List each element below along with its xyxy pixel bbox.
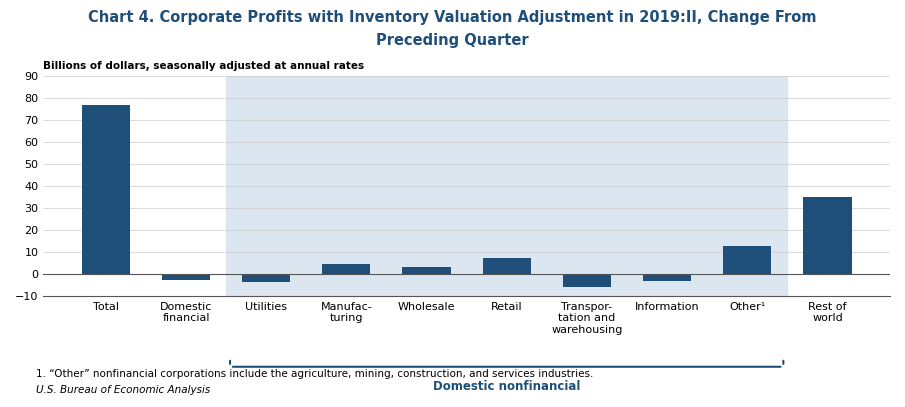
Bar bbox=[643, 274, 691, 281]
Bar bbox=[81, 105, 129, 274]
Bar bbox=[162, 274, 210, 280]
Bar bbox=[723, 245, 771, 274]
Bar bbox=[563, 274, 611, 287]
Bar bbox=[482, 258, 530, 274]
Bar bbox=[243, 274, 291, 282]
Bar bbox=[226, 76, 787, 296]
Bar bbox=[322, 264, 370, 274]
Text: Chart 4. Corporate Profits with Inventory Valuation Adjustment in 2019:II, Chang: Chart 4. Corporate Profits with Inventor… bbox=[89, 10, 816, 25]
Text: Preceding Quarter: Preceding Quarter bbox=[376, 33, 529, 48]
Bar bbox=[403, 267, 451, 274]
Text: U.S. Bureau of Economic Analysis: U.S. Bureau of Economic Analysis bbox=[36, 385, 211, 395]
Text: 1. “Other” nonfinancial corporations include the agriculture, mining, constructi: 1. “Other” nonfinancial corporations inc… bbox=[36, 369, 594, 379]
Text: Billions of dollars, seasonally adjusted at annual rates: Billions of dollars, seasonally adjusted… bbox=[43, 61, 365, 71]
Bar bbox=[804, 197, 852, 274]
Text: Domestic nonfinancial: Domestic nonfinancial bbox=[433, 380, 580, 393]
